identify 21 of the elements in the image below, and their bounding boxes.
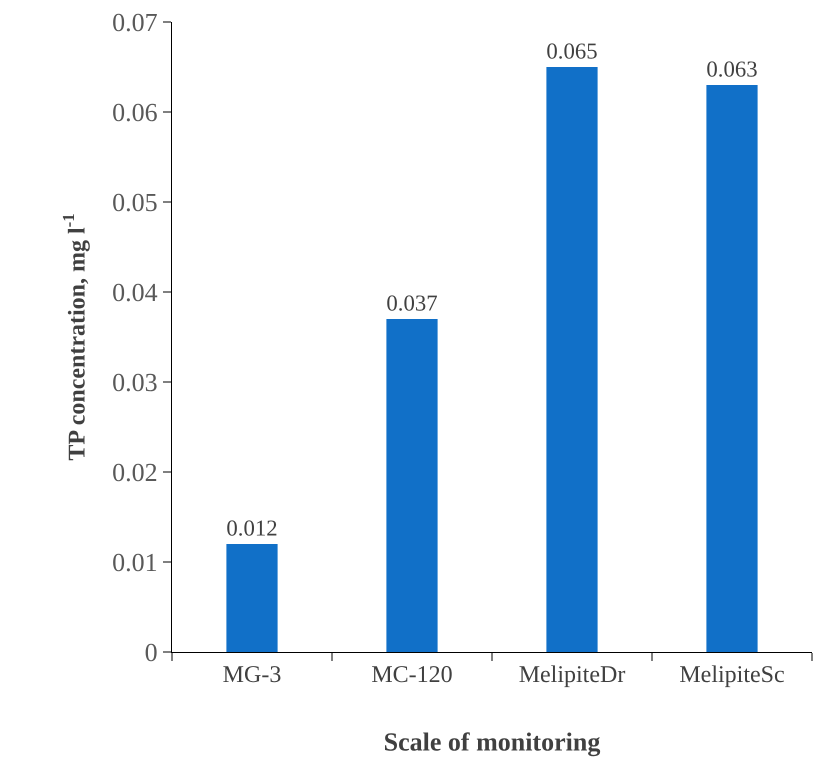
y-tick-label: 0.07 bbox=[112, 8, 158, 38]
x-tick-label: MelipiteDr bbox=[518, 662, 626, 688]
bar bbox=[706, 85, 758, 652]
y-tick-label: 0.06 bbox=[112, 98, 158, 128]
y-tick-label: 0.02 bbox=[112, 458, 158, 488]
y-tick-label: 0 bbox=[144, 638, 158, 668]
bar bbox=[226, 544, 278, 652]
y-tick-label: 0.04 bbox=[112, 278, 158, 308]
data-label: 0.065 bbox=[546, 38, 598, 64]
y-tick-label: 0.05 bbox=[112, 188, 158, 218]
x-tick-label: MG-3 bbox=[222, 662, 282, 688]
x-axis-title: Scale of monitoring bbox=[384, 728, 600, 757]
data-label: 0.012 bbox=[226, 515, 278, 540]
data-label: 0.063 bbox=[706, 56, 758, 82]
y-tick-label: 0.03 bbox=[112, 368, 158, 398]
x-tick-label: MelipiteSc bbox=[679, 662, 785, 688]
y-tick-label: 0.01 bbox=[112, 548, 158, 578]
bar bbox=[546, 67, 598, 652]
data-label: 0.037 bbox=[386, 290, 438, 316]
bar bbox=[386, 319, 438, 652]
x-tick-label: MC-120 bbox=[371, 662, 453, 688]
